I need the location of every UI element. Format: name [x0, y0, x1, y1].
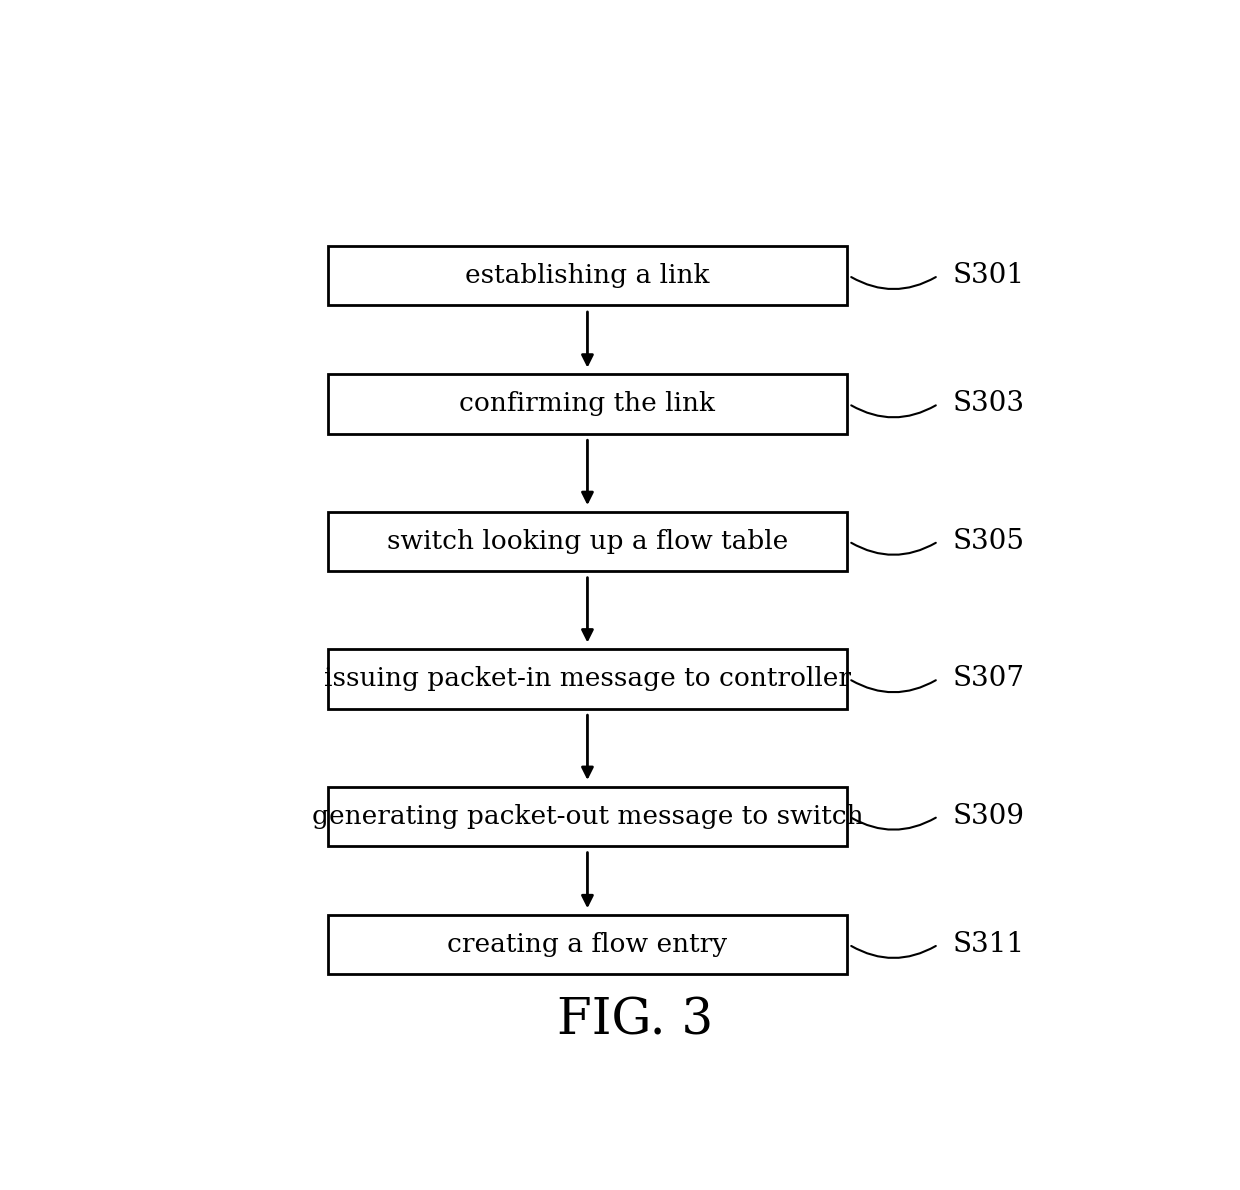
FancyBboxPatch shape: [327, 649, 847, 708]
Text: S311: S311: [952, 931, 1024, 958]
FancyBboxPatch shape: [327, 246, 847, 306]
Text: S309: S309: [952, 803, 1024, 829]
FancyBboxPatch shape: [327, 374, 847, 433]
Text: S303: S303: [952, 390, 1024, 418]
Text: confirming the link: confirming the link: [460, 392, 715, 416]
Text: issuing packet-in message to controller: issuing packet-in message to controller: [324, 666, 851, 691]
Text: generating packet-out message to switch: generating packet-out message to switch: [311, 803, 863, 828]
Text: switch looking up a flow table: switch looking up a flow table: [387, 528, 789, 553]
Text: S307: S307: [952, 665, 1024, 693]
Text: FIG. 3: FIG. 3: [557, 996, 714, 1045]
Text: creating a flow entry: creating a flow entry: [448, 932, 728, 957]
FancyBboxPatch shape: [327, 915, 847, 975]
FancyBboxPatch shape: [327, 787, 847, 846]
Text: establishing a link: establishing a link: [465, 263, 709, 288]
Text: S305: S305: [952, 528, 1024, 555]
FancyBboxPatch shape: [327, 512, 847, 571]
Text: S301: S301: [952, 262, 1024, 289]
